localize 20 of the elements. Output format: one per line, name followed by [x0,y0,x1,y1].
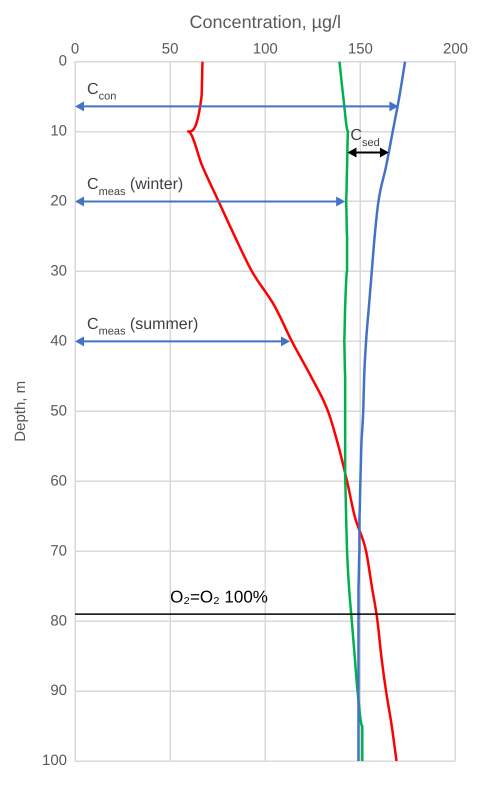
y-tick-label: 50 [50,402,68,420]
x-tick-label: 50 [162,40,178,58]
x-axis-title: Concentration, µg/l [190,12,341,32]
y-tick-label: 100 [42,752,68,770]
x-tick-label: 0 [70,40,80,58]
y-tick-label: 0 [58,52,68,70]
x-tick-label: 200 [442,40,468,58]
x-tick-label: 150 [348,40,373,58]
y-tick-label: 40 [50,332,68,350]
y-tick-label: 10 [50,122,68,140]
line-series [338,62,364,761]
x-tick-label: 100 [252,40,278,58]
y-tick-label: 70 [50,542,68,560]
y-axis-title: Depth, m [12,380,30,442]
ref-line-label: O₂=O₂ 100% [170,587,268,606]
y-tick-label: 60 [50,472,68,490]
y-tick-label: 30 [50,262,68,280]
y-tick-label: 80 [50,612,68,630]
y-tick-label: 90 [50,682,68,700]
y-tick-label: 20 [50,192,68,210]
